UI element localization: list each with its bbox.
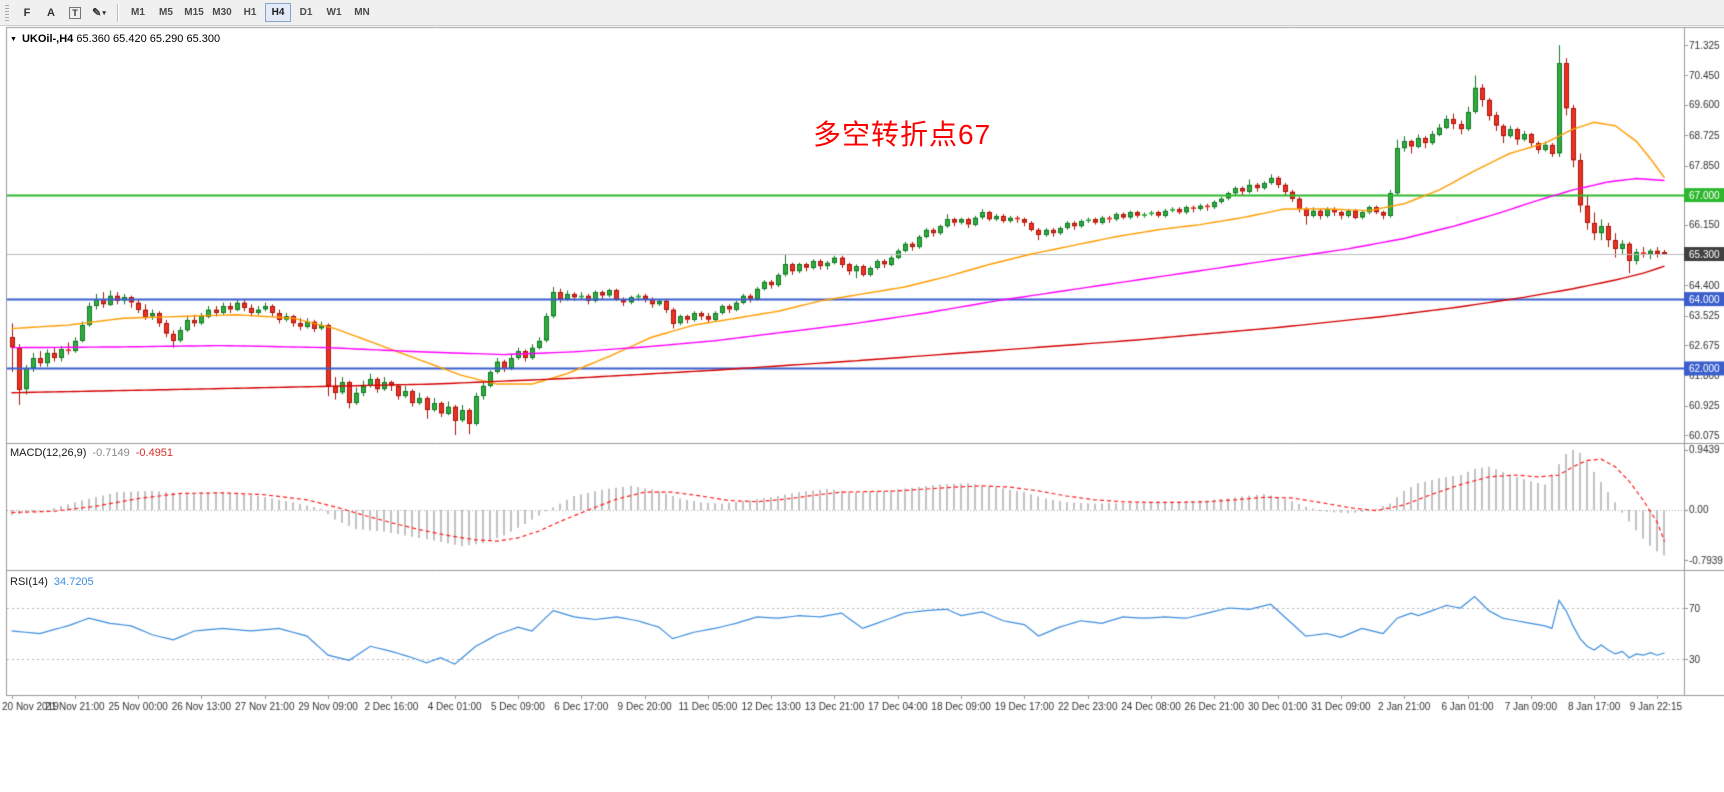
pencil-icon: ✎	[92, 7, 102, 19]
timeframe-m1-button[interactable]: M1	[125, 3, 151, 22]
timeframe-w1-button[interactable]: W1	[321, 3, 347, 22]
chevron-down-icon: ▾	[102, 9, 106, 17]
text-label-icon: T	[69, 6, 81, 19]
chart-text-annotation[interactable]: 多空转折点67	[813, 119, 992, 150]
timeframe-h4-button[interactable]: H4	[265, 3, 291, 22]
chart-toolbar: F A T ✎ ▾ M1 M5 M15 M30 H1 H4 D1 W1 MN	[0, 0, 1724, 26]
timeframe-m15-button[interactable]: M15	[181, 3, 207, 22]
text-label-tool-button[interactable]: T	[64, 3, 86, 23]
timeframe-h1-button[interactable]: H1	[237, 3, 263, 22]
chevron-down-icon[interactable]: ▼	[10, 36, 17, 43]
templates-button[interactable]: F	[16, 3, 38, 23]
timeframe-d1-button[interactable]: D1	[293, 3, 319, 22]
timeframe-m30-button[interactable]: M30	[209, 3, 235, 22]
timeframe-mn-button[interactable]: MN	[349, 3, 375, 22]
chart-area: ▼ UKOil-,H4 65.360 65.420 65.290 65.300 M…	[0, 26, 1724, 792]
text-tool-button[interactable]: A	[40, 3, 62, 23]
toolbar-separator	[117, 3, 118, 22]
toolbar-grip[interactable]	[5, 4, 9, 21]
draw-tools-button[interactable]: ✎ ▾	[88, 3, 110, 23]
timeframe-m5-button[interactable]: M5	[153, 3, 179, 22]
price-chart-canvas[interactable]	[0, 26, 1724, 792]
